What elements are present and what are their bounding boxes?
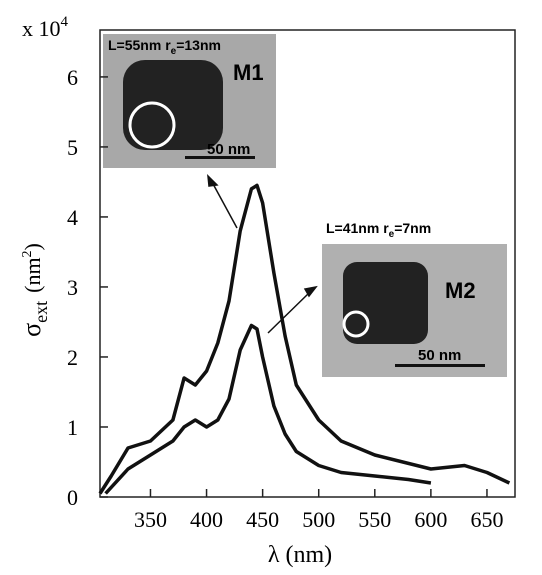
arrows	[207, 173, 318, 334]
y-tick-label: 4	[67, 205, 78, 230]
inset-label: L=55nm re=13nm	[108, 37, 221, 57]
x-tick-label: 400	[190, 507, 223, 532]
x-tick-label: 350	[134, 507, 167, 532]
scale-label: 50 nm	[207, 141, 250, 158]
inset-label: L=41nm re=7nm	[326, 220, 431, 240]
x-axis-label: λ (nm)	[268, 542, 332, 568]
inset-name: M1	[233, 60, 264, 85]
x-tick-label: 550	[358, 507, 391, 532]
line	[104, 323, 432, 495]
multiplier: x 104	[22, 14, 69, 41]
y-tick-label: 6	[67, 65, 78, 90]
y-tick-label: 0	[67, 485, 78, 510]
inset-name: M2	[445, 278, 476, 303]
x-tick-label: 450	[246, 507, 279, 532]
inset-m1: L=55nm re=13nm M1 50 nm	[103, 34, 276, 168]
x-tick-label: 600	[414, 507, 447, 532]
inset-m2: L=41nm re=7nm M2 50 nm	[322, 220, 507, 377]
line	[98, 183, 511, 495]
scale-label: 50 nm	[418, 347, 461, 364]
y-tick-label: 5	[67, 135, 78, 160]
y-tick-label: 2	[67, 345, 78, 370]
x-tick-label: 650	[470, 507, 503, 532]
y-axis-label: σext(nm2)	[17, 243, 51, 337]
y-tick-label: 1	[67, 415, 78, 440]
plot-frame	[99, 29, 516, 498]
x-tick-label: 500	[302, 507, 335, 532]
y-tick-label: 3	[67, 275, 78, 300]
